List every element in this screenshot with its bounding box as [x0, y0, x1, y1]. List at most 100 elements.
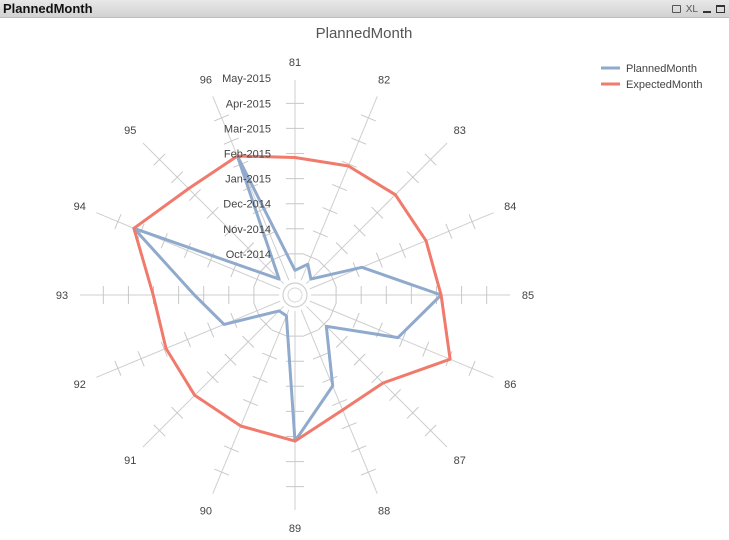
category-label-92: 92 [74, 379, 86, 391]
spoke-tick-96-6 [223, 137, 239, 145]
spoke-tick-84-3 [375, 252, 383, 268]
spoke-tick-87-1 [318, 318, 331, 331]
spoke-tick-95-3 [224, 224, 237, 237]
radial-tick-label: Jan-2015 [225, 174, 271, 186]
spoke-tick-86-5 [422, 341, 430, 357]
spoke-tick-95-4 [206, 206, 219, 219]
spoke-tick-83-7 [424, 153, 437, 166]
category-label-93: 93 [56, 290, 68, 302]
window-title: PlannedMonth [3, 1, 93, 16]
spoke-tick-91-4 [206, 371, 219, 384]
spoke-tick-92-7 [114, 360, 122, 376]
spoke-tick-96-7 [214, 114, 230, 122]
spoke-tick-82-3 [322, 207, 338, 215]
spoke-tick-88-4 [331, 399, 348, 407]
spoke-91 [142, 305, 285, 448]
legend-label-expectedmonth: ExpectedMonth [626, 79, 702, 91]
category-label-84: 84 [504, 201, 516, 213]
spoke-tick-87-3 [353, 353, 366, 366]
radial-tick-label: Apr-2015 [226, 98, 271, 110]
spoke-tick-96-4 [242, 183, 259, 191]
spoke-tick-87-6 [406, 406, 419, 419]
spoke-tick-88-7 [360, 468, 376, 476]
spoke-tick-91-6 [171, 406, 184, 419]
spoke-tick-83-1 [318, 259, 331, 272]
spoke-tick-94-1 [253, 271, 261, 287]
category-label-81: 81 [289, 57, 301, 69]
spoke-tick-83-3 [353, 224, 366, 237]
radial-tick-label: Nov-2014 [223, 224, 271, 236]
spoke-tick-82-2 [312, 230, 328, 238]
spoke-87 [305, 305, 448, 448]
radial-tick-label: Dec-2014 [223, 199, 271, 211]
spoke-tick-90-7 [214, 468, 230, 476]
spoke-tick-96-1 [271, 253, 287, 261]
category-label-91: 91 [124, 455, 136, 467]
spoke-tick-82-1 [303, 253, 319, 261]
legend-label-plannedmonth: PlannedMonth [626, 63, 697, 75]
category-label-90: 90 [200, 505, 212, 517]
spoke-tick-90-2 [262, 352, 278, 360]
spoke-83 [305, 142, 448, 285]
radial-tick-label: Oct-2014 [226, 249, 271, 261]
spoke-tick-82-7 [360, 114, 376, 122]
spoke-tick-92-6 [137, 351, 145, 367]
series-line-expectedmonth [132, 154, 452, 443]
spoke-82 [300, 96, 378, 281]
category-label-95: 95 [124, 125, 136, 137]
category-label-88: 88 [378, 505, 390, 517]
spoke-tick-84-7 [468, 214, 476, 230]
spoke-tick-86-4 [399, 331, 407, 348]
spoke-tick-87-5 [389, 389, 402, 402]
spoke-84 [309, 212, 494, 290]
spoke-95 [142, 142, 285, 285]
legend-item-plannedmonth: PlannedMonth [601, 63, 697, 75]
spoke-tick-88-5 [341, 422, 357, 430]
center-ring-inner [287, 287, 303, 303]
spoke-tick-83-4 [371, 206, 384, 219]
spoke-tick-94-4 [183, 242, 191, 259]
radial-tick-labels: Oct-2014 Nov-2014 Dec-2014 Jan-2015 Feb-2015… [222, 73, 271, 261]
radial-tick-label: Feb-2015 [224, 149, 271, 161]
radial-tick-label: Mar-2015 [224, 123, 271, 135]
excel-export-button[interactable]: XL [685, 3, 698, 15]
spoke-tick-95-6 [171, 171, 184, 184]
spoke-tick-88-3 [322, 375, 338, 383]
minimize-icon[interactable] [703, 11, 711, 13]
window-titlebar: PlannedMonth XL [0, 0, 729, 18]
spoke-tick-83-6 [406, 171, 419, 184]
spoke-tick-88-1 [303, 329, 319, 337]
category-label-85: 85 [522, 290, 534, 302]
category-label-96: 96 [200, 75, 212, 87]
category-label-82: 82 [378, 75, 390, 87]
spoke-tick-91-7 [153, 424, 166, 437]
spoke-tick-82-6 [351, 137, 367, 145]
spoke-tick-88-2 [312, 352, 328, 360]
spoke-tick-92-4 [183, 331, 191, 348]
category-label-89: 89 [289, 523, 301, 535]
spoke-tick-83-2 [335, 242, 348, 255]
spoke-tick-91-2 [242, 335, 255, 348]
spoke-tick-91-1 [259, 318, 272, 331]
maximize-icon[interactable] [716, 5, 725, 13]
spoke-tick-91-3 [224, 353, 237, 366]
radar-series [132, 154, 452, 443]
spoke-94 [96, 212, 281, 290]
spoke-tick-84-4 [399, 242, 407, 259]
spoke-tick-87-2 [335, 335, 348, 348]
print-icon[interactable] [671, 5, 681, 13]
spoke-tick-95-5 [188, 188, 201, 201]
spoke-tick-90-3 [252, 375, 268, 383]
spoke-tick-86-1 [329, 303, 337, 319]
spoke-tick-95-7 [153, 153, 166, 166]
spoke-tick-90-6 [223, 445, 239, 453]
radial-tick-label: May-2015 [222, 73, 271, 85]
spoke-88 [300, 309, 378, 494]
spoke-tick-92-3 [207, 322, 215, 338]
spoke-96 [212, 96, 290, 281]
chart-legend: PlannedMonth ExpectedMonth [601, 63, 702, 91]
spoke-tick-92-2 [230, 312, 238, 328]
spoke-tick-87-4 [371, 371, 384, 384]
category-label-94: 94 [74, 201, 86, 213]
